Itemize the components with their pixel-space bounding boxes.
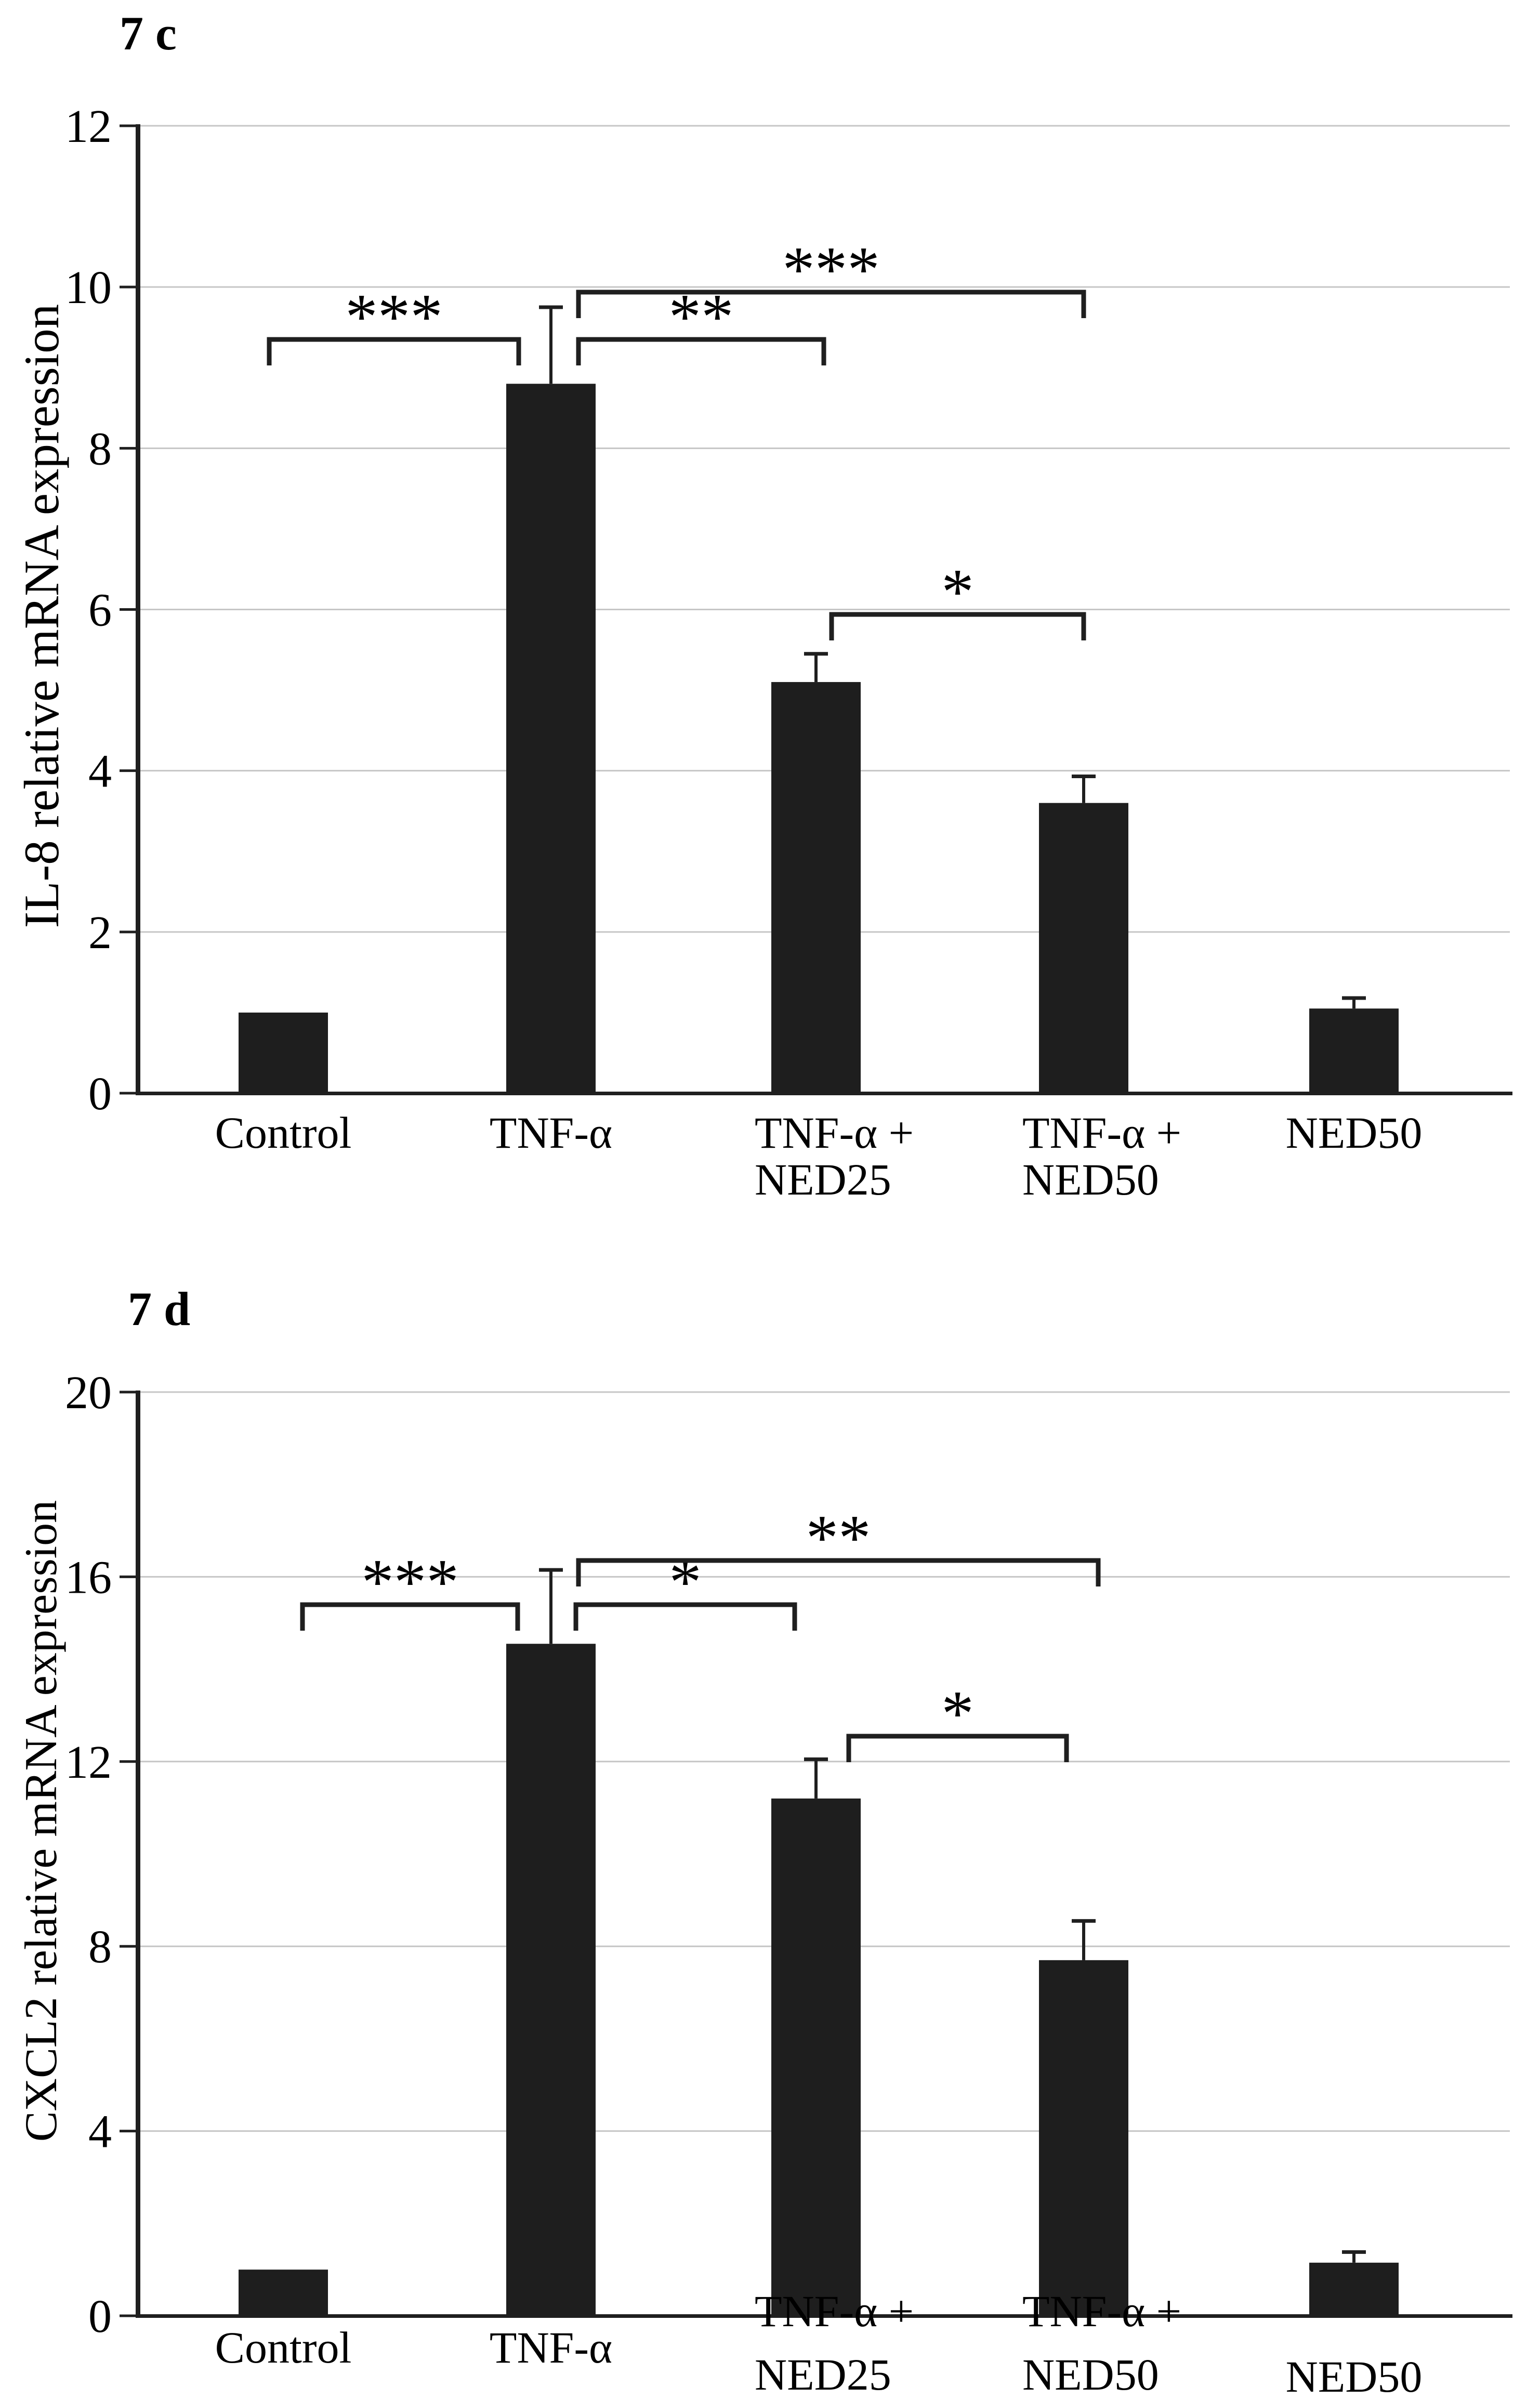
y-axis-line (136, 1391, 140, 2317)
panel-label-7c: 7 c (120, 7, 177, 60)
significance-stars: * (941, 1678, 974, 1750)
y-tick-label: 12 (65, 101, 112, 152)
x-axis-line (136, 2314, 1512, 2318)
bar-tnf-ned25 (771, 1798, 861, 2316)
y-tick-label: 0 (88, 2291, 112, 2342)
y-tick-label: 4 (88, 2106, 112, 2158)
significance-bracket-1 (300, 1602, 520, 1631)
bar-tnf- (506, 1644, 596, 2316)
bar-ned50 (1309, 1008, 1399, 1093)
x-axis-line (136, 1092, 1512, 1095)
y-tick-label: 2 (88, 907, 112, 959)
y-tick-label: 8 (88, 1921, 112, 1973)
significance-bracket-3 (576, 1558, 1101, 1586)
x-category-label-line1: TNF-α + (1022, 1108, 1181, 1158)
significance-stars: ** (806, 1502, 871, 1574)
significance-bracket-1 (267, 337, 521, 365)
x-category-label: Control (215, 2323, 352, 2372)
x-category-label: Control (215, 1108, 352, 1158)
significance-stars: *** (345, 281, 443, 353)
significance-stars: * (669, 1546, 702, 1618)
bar-tnf- (506, 384, 596, 1094)
y-tick-label: 8 (88, 423, 112, 475)
y-tick-label: 4 (88, 746, 112, 797)
significance-bracket-3 (576, 290, 1086, 318)
y-axis-line (136, 124, 140, 1095)
x-category-label-line2: NED25 (755, 1155, 891, 1204)
significance-bracket-4 (829, 612, 1086, 640)
x-category-label-line2: NED50 (1022, 2350, 1159, 2399)
bar-tnf-ned25 (771, 682, 861, 1093)
y-tick-label: 16 (65, 1552, 112, 1603)
x-category-label: NED50 (1286, 1108, 1423, 1158)
y-tick-label: 12 (65, 1737, 112, 1788)
significance-bracket-2 (573, 1602, 797, 1631)
y-tick-label: 10 (65, 262, 112, 313)
significance-stars: *** (782, 234, 880, 306)
significance-stars: *** (361, 1546, 459, 1618)
panel-label-7d: 7 d (128, 1282, 191, 1335)
bar-tnf-ned50 (1039, 803, 1128, 1093)
x-category-label-line1: TNF-α + (755, 1108, 914, 1158)
y-axis-title: IL-8 relative mRNA expression (14, 304, 69, 928)
y-tick-label: 6 (88, 585, 112, 636)
bar-control (239, 1012, 328, 1093)
x-category-label-line1: TNF-α + (1022, 2286, 1181, 2336)
y-axis-title: CXCL2 relative mRNA expression (16, 1500, 67, 2142)
x-category-label-line1: TNF-α + (755, 2286, 914, 2336)
significance-stars: * (941, 556, 974, 628)
x-category-label: TNF-α (490, 1108, 612, 1158)
x-category-label-line2: NED25 (755, 2350, 891, 2399)
significance-bracket-4 (846, 1734, 1069, 1762)
bar-tnf-ned50 (1039, 1960, 1128, 2316)
significance-bracket-2 (576, 337, 826, 365)
x-category-label: TNF-α (490, 2323, 612, 2372)
x-category-label: NED50 (1286, 2352, 1423, 2400)
y-tick-label: 20 (65, 1367, 112, 1419)
bar-ned50 (1309, 2262, 1399, 2316)
bar-control (239, 2270, 328, 2316)
y-tick-label: 0 (88, 1068, 112, 1120)
x-category-label-line2: NED50 (1022, 1155, 1159, 1204)
